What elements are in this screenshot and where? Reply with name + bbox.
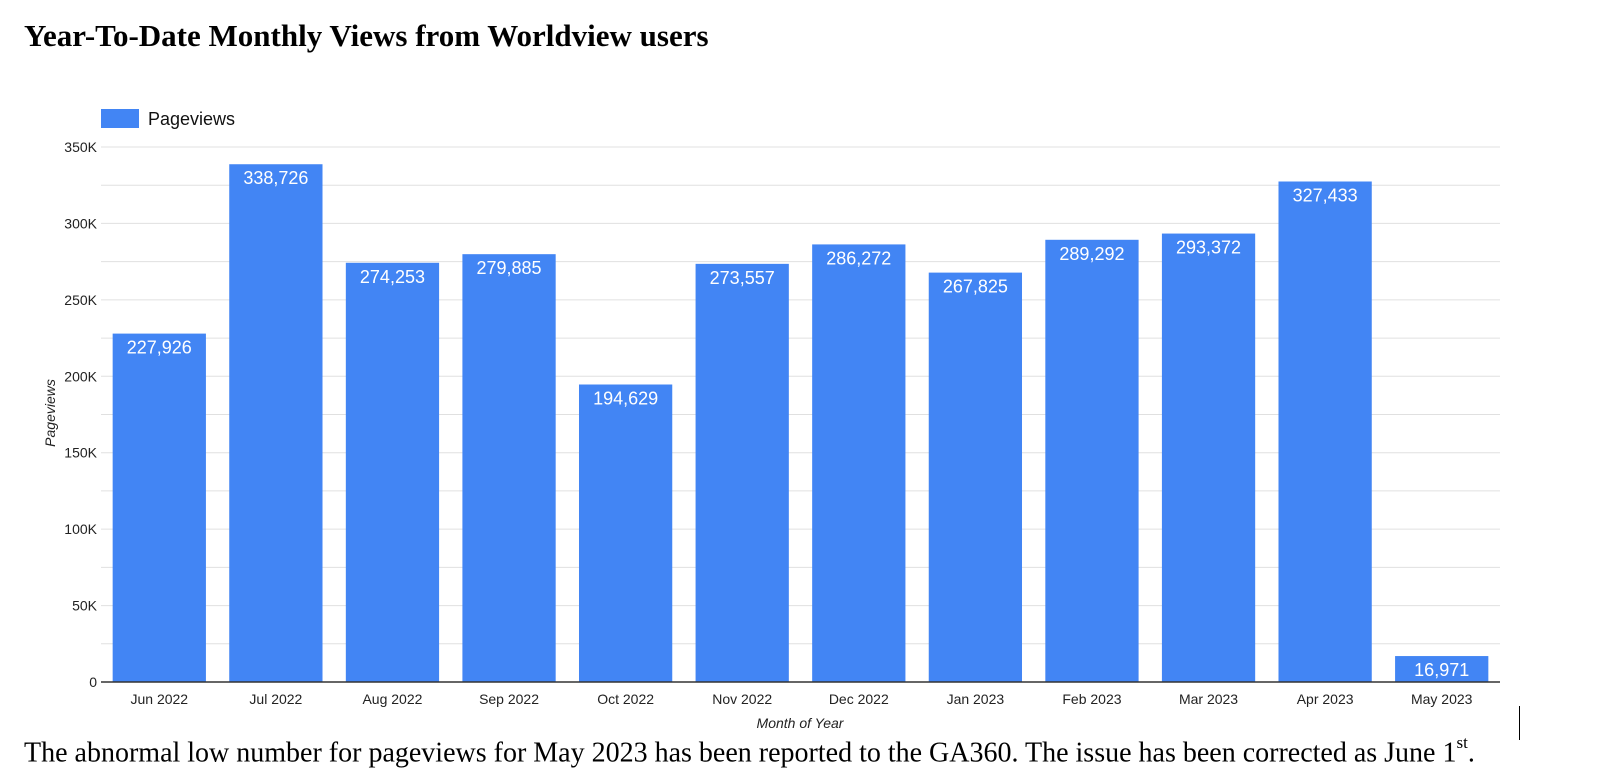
x-tick-label: Jul 2022 xyxy=(249,691,302,707)
x-tick-label: Feb 2023 xyxy=(1062,691,1121,707)
x-tick-label: Sep 2022 xyxy=(479,691,539,707)
bar xyxy=(1045,239,1139,682)
x-tick-label: Nov 2022 xyxy=(712,691,772,707)
bar-value-label: 338,726 xyxy=(243,168,308,188)
bar-value-label: 286,272 xyxy=(826,248,891,268)
bar xyxy=(578,384,673,682)
y-axis-title: Pageviews xyxy=(42,379,58,447)
legend-swatch xyxy=(101,109,139,128)
bar-value-label: 327,433 xyxy=(1293,185,1358,205)
y-tick-label: 50K xyxy=(72,598,98,614)
bar xyxy=(695,263,789,682)
y-tick-label: 250K xyxy=(64,292,97,308)
bar-value-label: 267,825 xyxy=(943,277,1008,297)
y-tick-label: 0 xyxy=(89,674,97,690)
y-tick-label: 300K xyxy=(64,215,97,231)
y-tick-label: 200K xyxy=(64,368,97,384)
bar xyxy=(1395,656,1489,682)
x-axis-title: Month of Year xyxy=(757,715,845,730)
footnote: The abnormal low number for pageviews fo… xyxy=(24,733,1475,769)
bars xyxy=(112,164,1489,683)
text-cursor xyxy=(1519,706,1520,740)
bar-value-label: 274,253 xyxy=(360,267,425,287)
bar-value-label: 194,629 xyxy=(593,388,658,408)
bar-value-label: 273,557 xyxy=(710,268,775,288)
grid-lines xyxy=(101,146,1500,645)
y-tick-label: 150K xyxy=(64,445,97,461)
bar-value-label: 227,926 xyxy=(127,338,192,358)
x-tick-label: Dec 2022 xyxy=(829,691,889,707)
legend: Pageviews xyxy=(101,109,235,129)
bar xyxy=(112,333,206,682)
bar xyxy=(462,254,556,682)
bar xyxy=(1278,181,1372,682)
bar-value-label: 279,885 xyxy=(477,258,542,278)
y-axis-ticks: 0 50K 100K 150K 200K 250K 300K 350K xyxy=(64,139,97,690)
bar xyxy=(345,262,440,682)
bar-value-label: 293,372 xyxy=(1176,238,1241,258)
data-labels: 227,926 338,726 274,253 279,885 194,629 273,5… xyxy=(127,168,1469,680)
bar-value-label: 16,971 xyxy=(1414,660,1469,680)
bar xyxy=(1161,233,1256,682)
x-tick-label: Apr 2023 xyxy=(1297,691,1354,707)
footnote-period: . xyxy=(1467,737,1475,769)
footnote-superscript: st xyxy=(1456,733,1468,752)
x-tick-label: Aug 2022 xyxy=(362,691,422,707)
x-tick-label: Jun 2022 xyxy=(130,691,188,707)
x-tick-label: Mar 2023 xyxy=(1179,691,1238,707)
legend-label: Pageviews xyxy=(148,109,235,129)
x-tick-label: May 2023 xyxy=(1411,691,1473,707)
bar xyxy=(229,164,323,683)
y-tick-label: 100K xyxy=(64,521,97,537)
x-tick-label: Oct 2022 xyxy=(597,691,654,707)
x-tick-label: Jan 2023 xyxy=(947,691,1005,707)
x-axis-ticks: Jun 2022 Jul 2022 Aug 2022 Sep 2022 Oct 2022… xyxy=(130,691,1472,707)
bar-value-label: 289,292 xyxy=(1059,244,1124,264)
page-title: Year-To-Date Monthly Views from Worldvie… xyxy=(24,18,709,53)
y-tick-label: 350K xyxy=(64,139,97,155)
bar xyxy=(928,272,1023,682)
footnote-text: The abnormal low number for pageviews fo… xyxy=(24,737,1457,769)
bar-chart: 227,926 338,726 274,253 279,885 194,629 273,5… xyxy=(42,109,1500,730)
bar xyxy=(812,244,906,683)
